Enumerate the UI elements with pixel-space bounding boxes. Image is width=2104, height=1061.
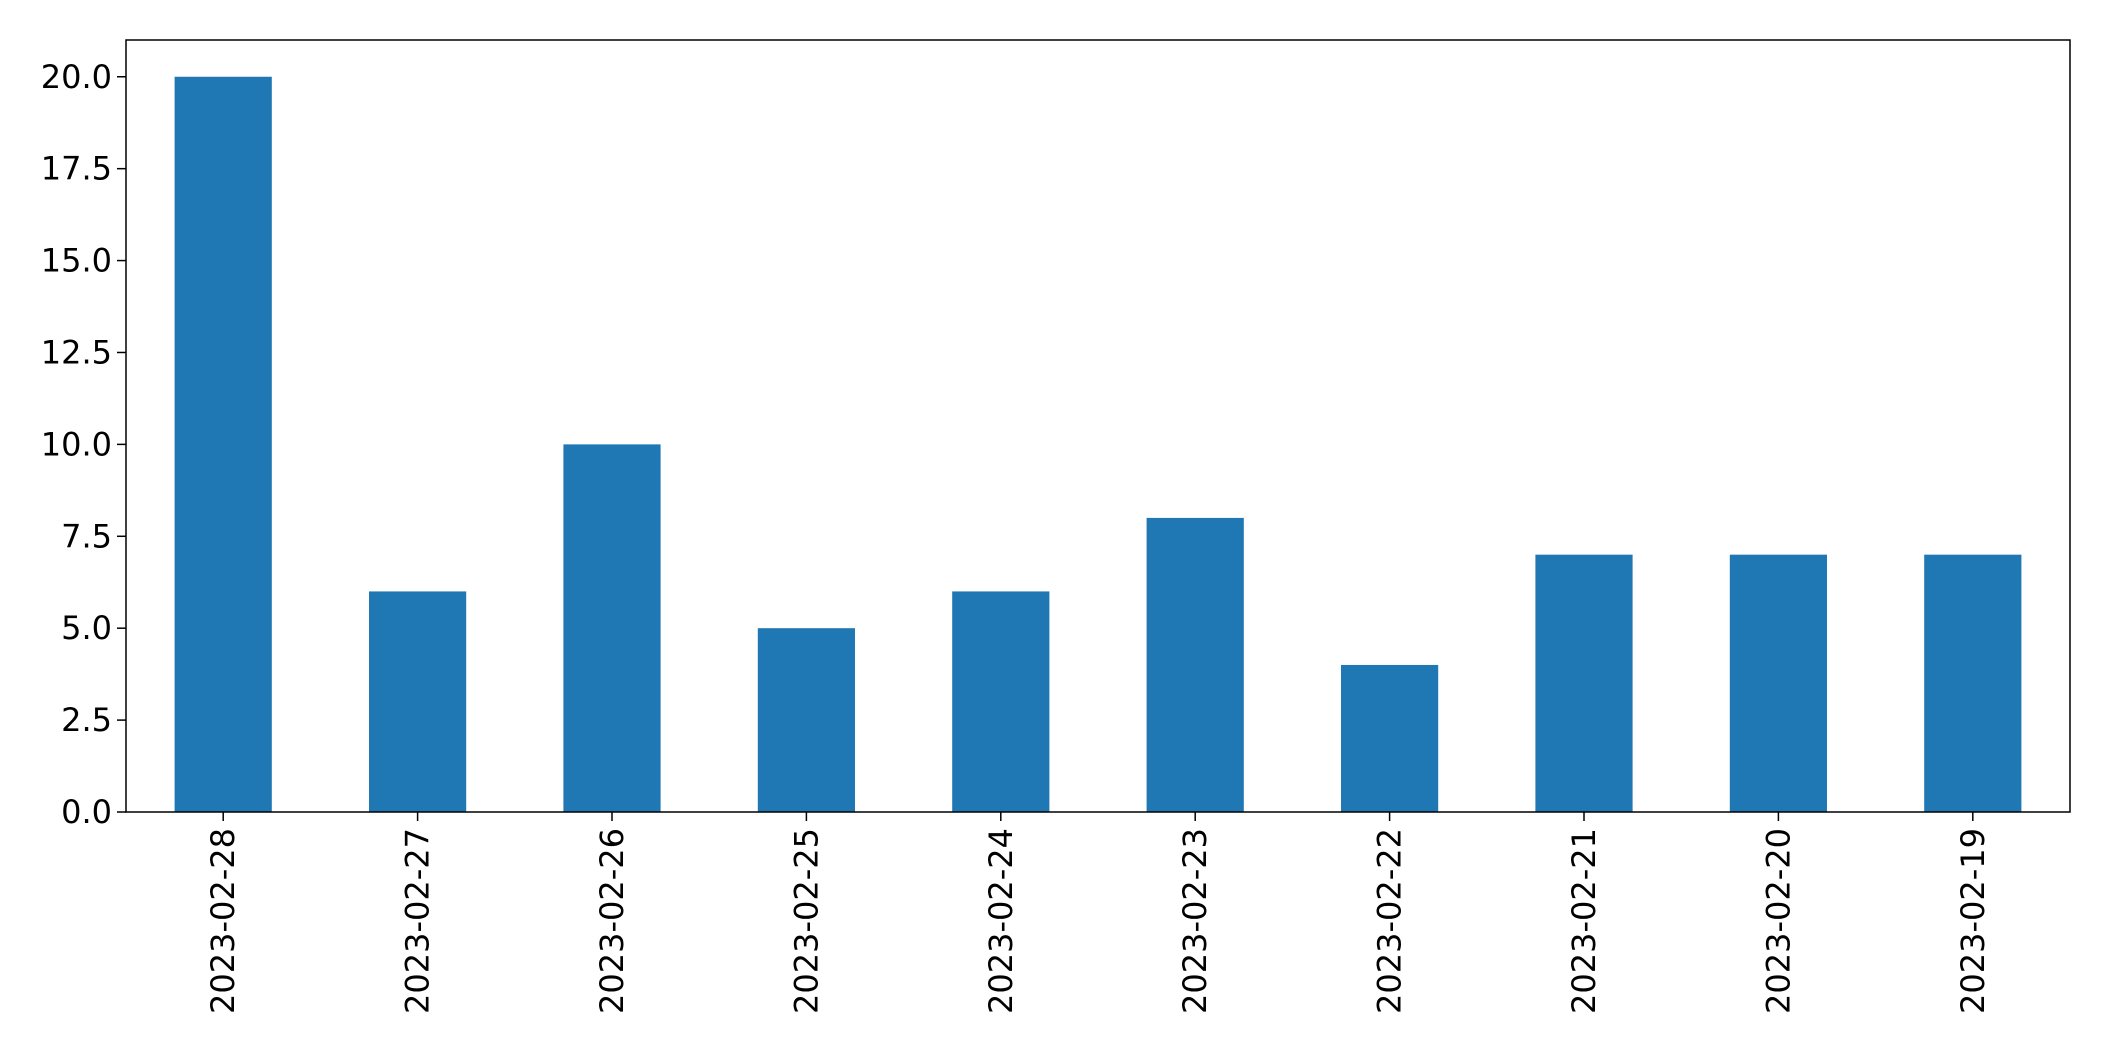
bar-2023-02-26: [563, 444, 661, 812]
y-axis: 0.0 2.5 5.0 7.5 10.0 12.5 15.0 17.5 20.0: [41, 58, 126, 831]
bar-2023-02-22: [1341, 664, 1439, 812]
x-tick-label: 2023-02-24: [982, 828, 1020, 1014]
plot-border: [125, 39, 2071, 813]
y-tick-label: 2.5: [61, 701, 112, 739]
y-tick-label: 0.0: [61, 793, 112, 831]
bars: [174, 76, 2022, 812]
bar-2023-02-27: [369, 591, 467, 812]
y-tick-label: 17.5: [41, 150, 112, 188]
bar-2023-02-23: [1146, 517, 1244, 812]
x-tick-label: 2023-02-19: [1954, 828, 1992, 1014]
x-tick-label: 2023-02-27: [399, 828, 437, 1014]
x-tick-label: 2023-02-26: [593, 828, 631, 1014]
bar-2023-02-19: [1924, 554, 2022, 812]
bar-2023-02-20: [1729, 554, 1827, 812]
bar-2023-02-28: [174, 76, 272, 812]
x-tick-label: 2023-02-22: [1371, 828, 1409, 1014]
y-tick-label: 7.5: [61, 517, 112, 555]
bar-2023-02-24: [952, 591, 1050, 812]
y-tick-label: 12.5: [41, 333, 112, 371]
y-tick-label: 15.0: [41, 242, 112, 280]
x-tick-label: 2023-02-20: [1759, 828, 1797, 1014]
x-axis: 2023-02-28 2023-02-27 2023-02-26 2023-02-25…: [204, 812, 1992, 1014]
y-tick-label: 20.0: [41, 58, 112, 96]
x-tick-label: 2023-02-28: [204, 828, 242, 1014]
bar-2023-02-21: [1535, 554, 1633, 812]
bar-2023-02-25: [757, 628, 855, 812]
x-tick-label: 2023-02-23: [1176, 828, 1214, 1014]
y-tick-label: 10.0: [41, 425, 112, 463]
x-tick-label: 2023-02-21: [1565, 828, 1603, 1014]
x-tick-label: 2023-02-25: [787, 828, 825, 1014]
y-tick-label: 5.0: [61, 609, 112, 647]
